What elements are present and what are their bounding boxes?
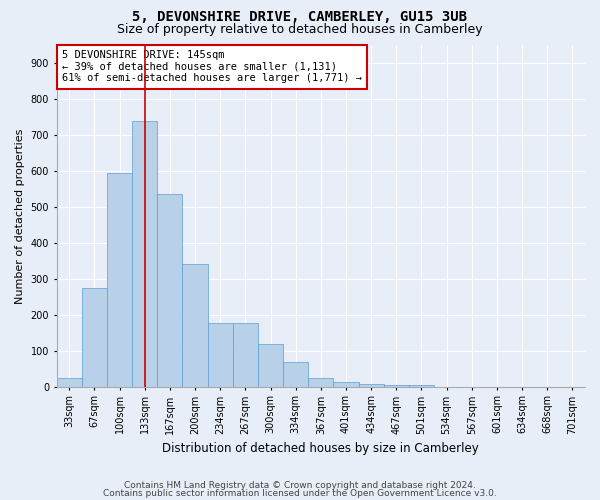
Text: 5 DEVONSHIRE DRIVE: 145sqm
← 39% of detached houses are smaller (1,131)
61% of s: 5 DEVONSHIRE DRIVE: 145sqm ← 39% of deta… [62, 50, 362, 84]
Bar [308, 378, 334, 386]
Bar [157, 194, 182, 386]
Bar [132, 120, 157, 386]
Y-axis label: Number of detached properties: Number of detached properties [15, 128, 25, 304]
Text: Contains public sector information licensed under the Open Government Licence v3: Contains public sector information licen… [103, 488, 497, 498]
Bar [107, 172, 132, 386]
Bar [233, 322, 258, 386]
Text: 5, DEVONSHIRE DRIVE, CAMBERLEY, GU15 3UB: 5, DEVONSHIRE DRIVE, CAMBERLEY, GU15 3UB [133, 10, 467, 24]
Bar [334, 382, 359, 386]
Bar [182, 264, 208, 386]
Bar [283, 362, 308, 386]
Bar [82, 288, 107, 386]
Bar [409, 385, 434, 386]
X-axis label: Distribution of detached houses by size in Camberley: Distribution of detached houses by size … [163, 442, 479, 455]
Text: Size of property relative to detached houses in Camberley: Size of property relative to detached ho… [117, 22, 483, 36]
Bar [208, 322, 233, 386]
Bar [359, 384, 384, 386]
Text: Contains HM Land Registry data © Crown copyright and database right 2024.: Contains HM Land Registry data © Crown c… [124, 481, 476, 490]
Bar [258, 344, 283, 387]
Bar [56, 378, 82, 386]
Bar [384, 385, 409, 386]
